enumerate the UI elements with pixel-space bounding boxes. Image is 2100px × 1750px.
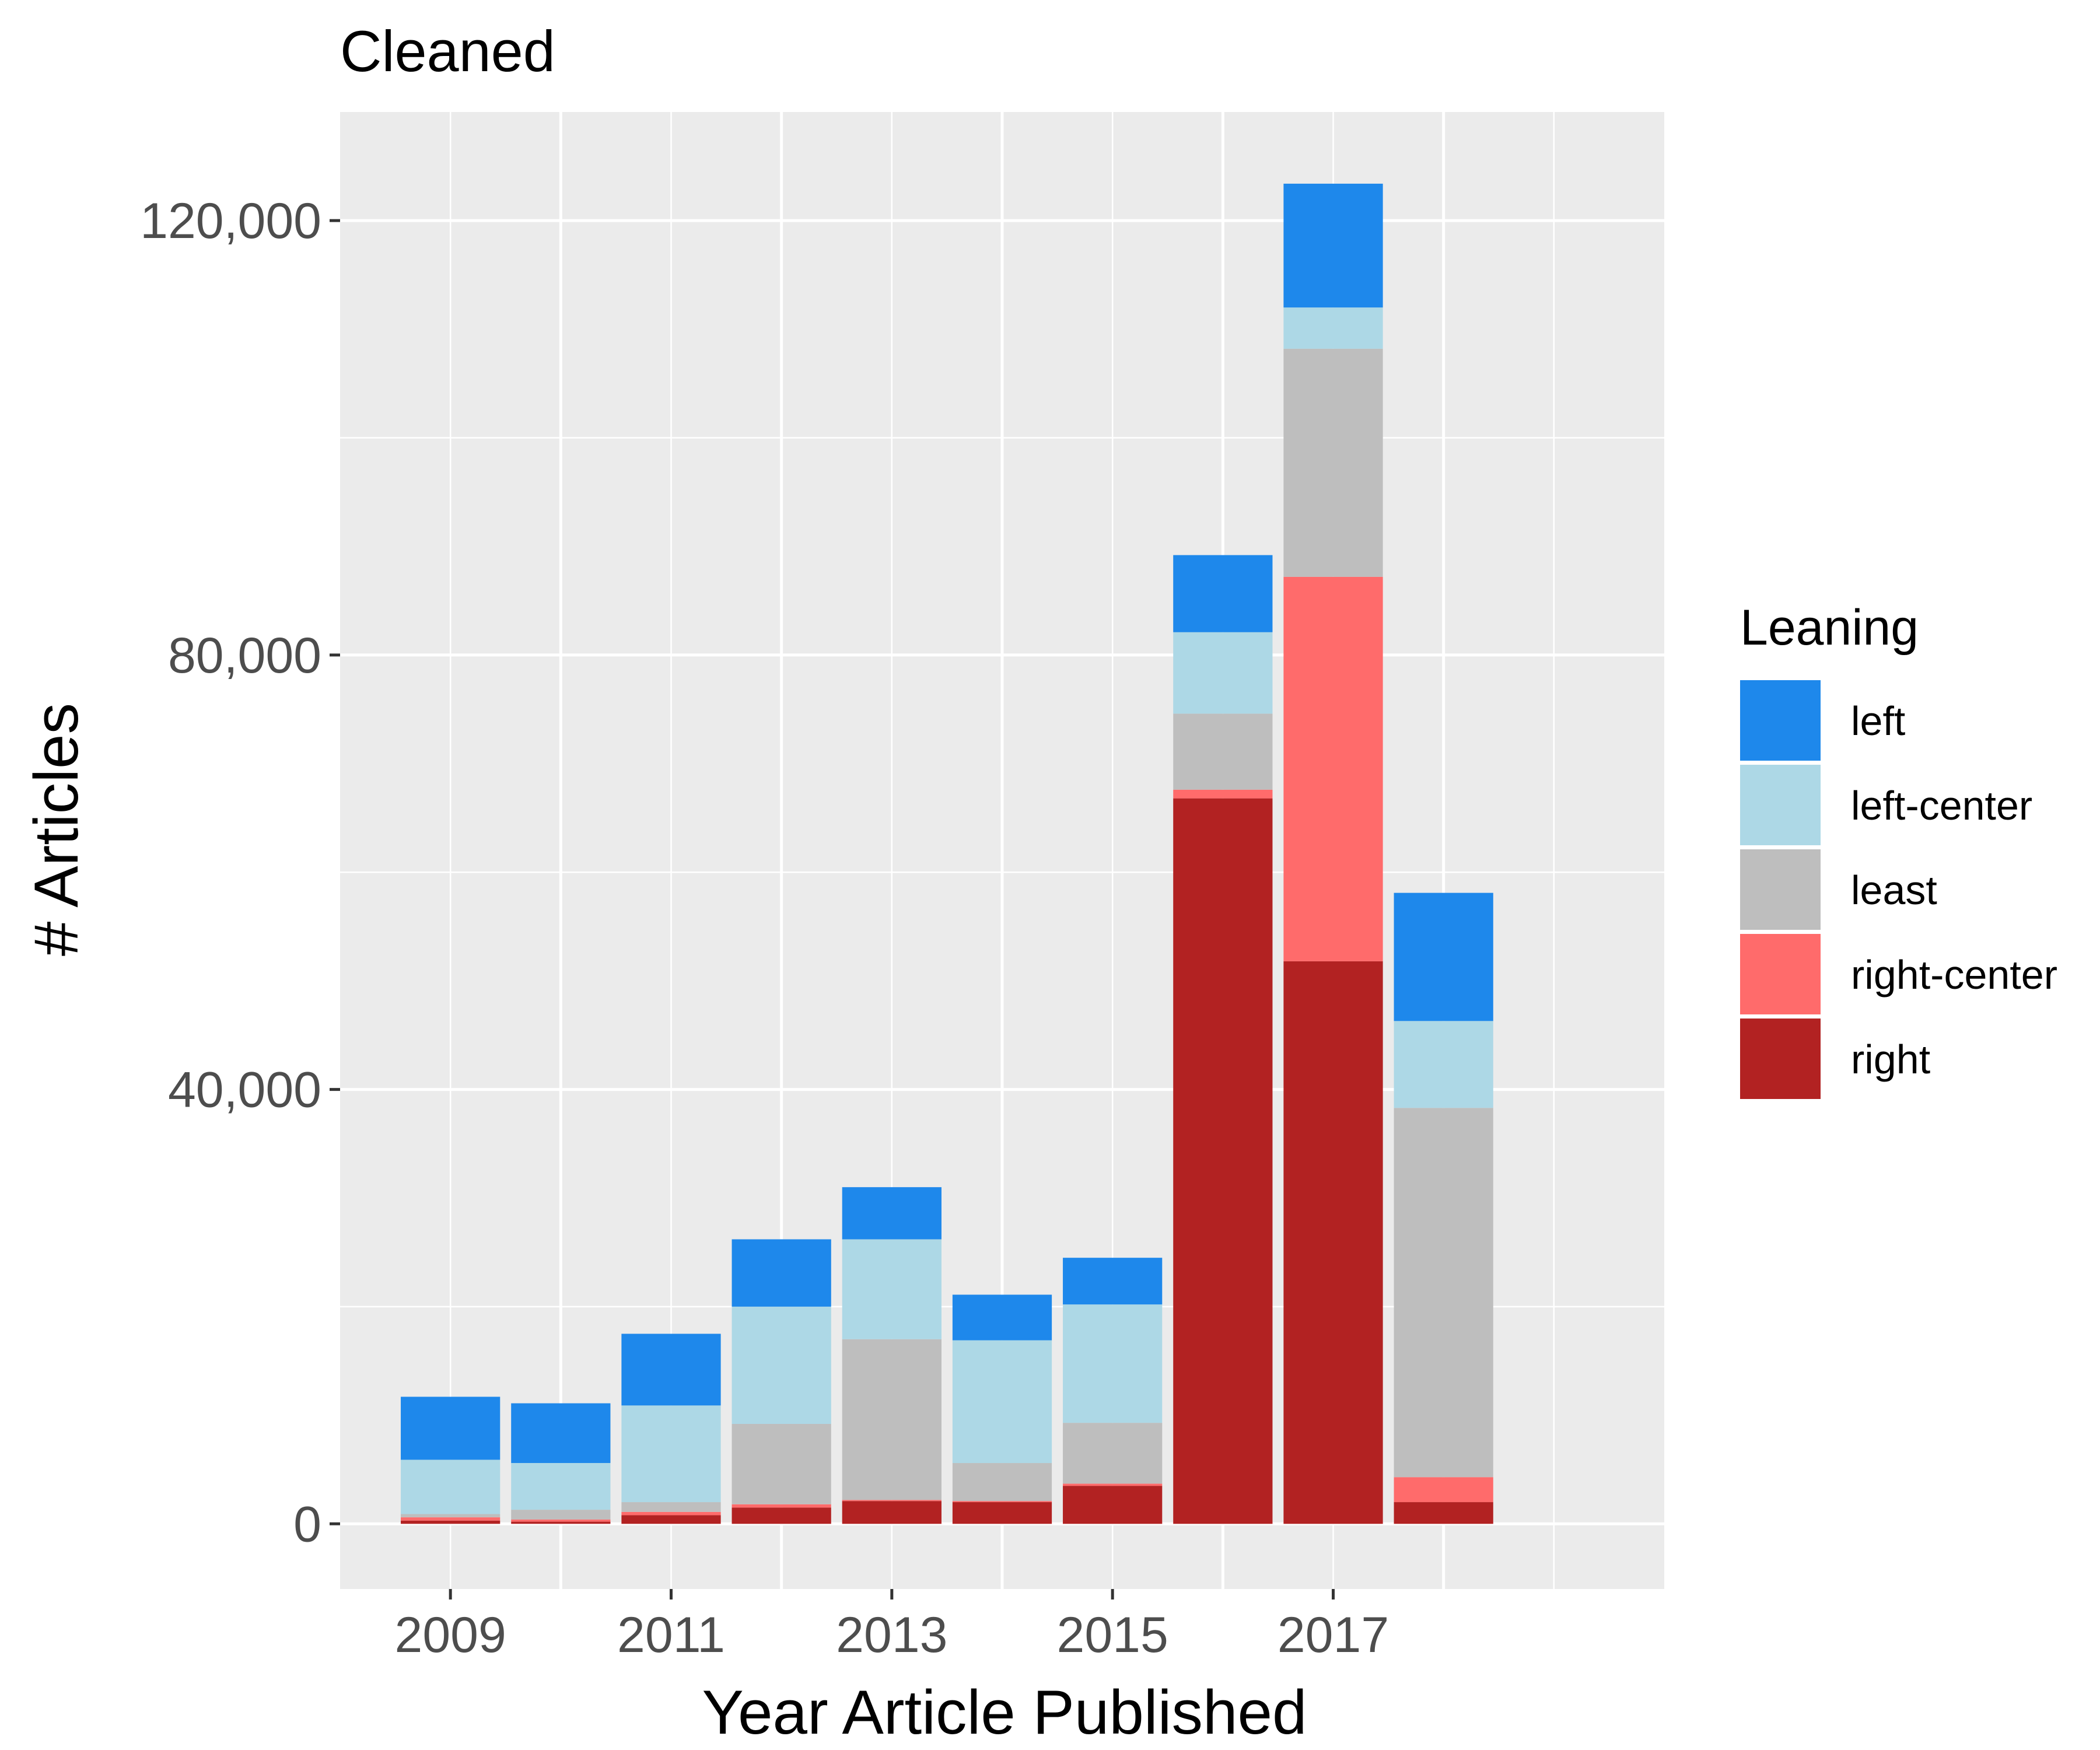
bar-left-center-2017 (1283, 307, 1383, 349)
bar-right-center-2018 (1394, 1477, 1493, 1503)
legend-label-left: left (1851, 698, 1905, 744)
legend-label-left-center: left-center (1851, 783, 2032, 828)
bar-least-2011 (621, 1502, 721, 1512)
bar-left-2014 (952, 1294, 1052, 1340)
bar-left-center-2014 (952, 1340, 1052, 1464)
bar-left-center-2018 (1394, 1021, 1493, 1108)
bar-left-2009 (401, 1396, 501, 1460)
x-axis-title: Year Article Published (702, 1677, 1307, 1747)
bar-left-2016 (1173, 555, 1273, 632)
bar-right-center-2011 (621, 1511, 721, 1516)
bar-least-2012 (732, 1424, 831, 1504)
bars-layer (401, 183, 1493, 1524)
bar-left-center-2015 (1063, 1304, 1163, 1423)
bar-left-2013 (842, 1187, 942, 1240)
bar-right-2011 (621, 1515, 721, 1524)
legend-swatch-right (1740, 1019, 1821, 1099)
bar-right-2017 (1283, 961, 1383, 1524)
bar-right-center-2016 (1173, 789, 1273, 799)
y-tick-label: 120,000 (140, 193, 321, 249)
y-tick-label: 0 (293, 1496, 321, 1552)
bar-left-center-2012 (732, 1306, 831, 1424)
legend: Leaning left left-center least right-center… (1740, 600, 2057, 1099)
x-tick-label: 2011 (617, 1607, 725, 1663)
bar-right-2010 (511, 1521, 611, 1524)
bar-right-2016 (1173, 798, 1273, 1524)
legend-swatch-left-center (1740, 765, 1821, 845)
bar-right-center-2017 (1283, 576, 1383, 961)
bar-left-center-2010 (511, 1463, 611, 1510)
bar-right-center-2015 (1063, 1483, 1163, 1486)
bar-left-2011 (621, 1334, 721, 1406)
bar-right-2018 (1394, 1502, 1493, 1524)
bar-right-2014 (952, 1502, 1052, 1524)
bar-right-2012 (732, 1507, 831, 1524)
chart-title: Cleaned (340, 19, 555, 83)
x-tick-label: 2017 (1278, 1607, 1389, 1663)
bar-left-2017 (1283, 183, 1383, 308)
x-tick-label: 2013 (836, 1607, 947, 1663)
bar-left-2018 (1394, 892, 1493, 1021)
bar-least-2015 (1063, 1423, 1163, 1484)
bar-right-2015 (1063, 1486, 1163, 1524)
bar-least-2014 (952, 1463, 1052, 1502)
legend-swatch-least (1740, 849, 1821, 930)
bar-left-center-2016 (1173, 632, 1273, 714)
bar-right-center-2012 (732, 1504, 831, 1508)
bar-least-2010 (511, 1510, 611, 1520)
legend-label-least: least (1851, 867, 1937, 913)
x-tick-label: 2015 (1057, 1607, 1168, 1663)
bar-left-2012 (732, 1239, 831, 1307)
bar-least-2009 (401, 1514, 501, 1518)
y-axis-title: # Articles (21, 703, 91, 956)
bar-least-2016 (1173, 713, 1273, 790)
bar-right-center-2013 (842, 1500, 942, 1502)
legend-title: Leaning (1740, 600, 1919, 656)
legend-label-right: right (1851, 1037, 1930, 1082)
bar-left-center-2011 (621, 1405, 721, 1503)
x-axis: 2009 2011 2013 2015 2017 (395, 1589, 1389, 1663)
legend-swatch-left (1740, 680, 1821, 761)
y-axis: 0 40,000 80,000 120,000 (140, 193, 340, 1552)
bar-least-2018 (1394, 1108, 1493, 1478)
y-tick-label: 40,000 (168, 1062, 321, 1118)
legend-label-right-center: right-center (1851, 952, 2057, 998)
bar-right-center-2014 (952, 1501, 1052, 1503)
bar-right-2009 (401, 1520, 501, 1524)
bar-left-center-2009 (401, 1460, 501, 1514)
bar-right-center-2010 (511, 1519, 611, 1522)
bar-left-2015 (1063, 1258, 1163, 1305)
legend-swatch-right-center (1740, 934, 1821, 1014)
bar-left-2010 (511, 1403, 611, 1464)
bar-right-center-2009 (401, 1517, 501, 1521)
bar-right-2013 (842, 1501, 942, 1524)
x-tick-label: 2009 (395, 1607, 506, 1663)
bar-left-center-2013 (842, 1239, 942, 1339)
bar-least-2017 (1283, 348, 1383, 577)
bar-least-2013 (842, 1339, 942, 1500)
y-tick-label: 80,000 (168, 628, 321, 684)
